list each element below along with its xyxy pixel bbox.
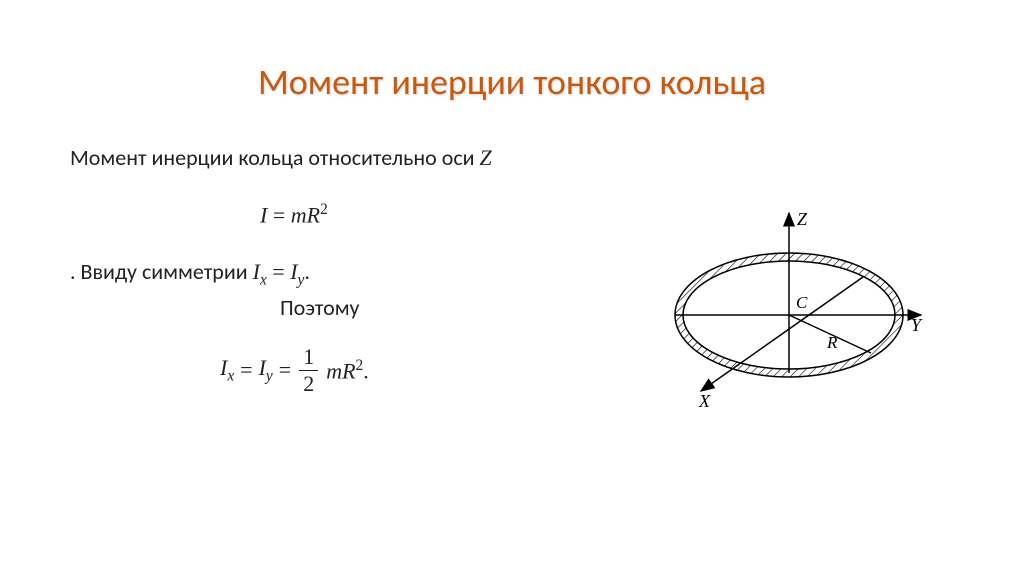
sym-Ix-I: I (253, 259, 260, 284)
f2-Ix-sub: x (227, 367, 234, 384)
label-y: Y (911, 315, 923, 335)
f2-Iy-I: I (259, 355, 266, 380)
sym-Iy: Iy (290, 259, 304, 284)
f2-Iy: Iy (259, 355, 273, 385)
sym-pre: . Ввиду симметрии (70, 258, 253, 285)
f1-mR: mR (291, 202, 320, 227)
f1-eq: = (267, 202, 290, 227)
sym-eq: = (267, 259, 290, 284)
f2-fraction: 1 2 (299, 346, 318, 395)
sym-dot: . (304, 258, 310, 285)
f1-exp: 2 (320, 201, 328, 218)
sym-Ix-sub: x (260, 272, 267, 289)
sym-Ix: Ix (253, 259, 267, 284)
label-r: R (826, 333, 838, 352)
label-z: Z (797, 209, 808, 229)
f2-Iy-sub: y (266, 367, 273, 384)
f2-eq1: = (240, 357, 252, 383)
f2-frac-num: 1 (299, 346, 318, 371)
f2-eq2: = (279, 357, 291, 383)
f2-dot: . (363, 358, 369, 383)
f2-mR: mR2. (326, 357, 369, 384)
f2-mR-text: mR (326, 358, 355, 383)
sym-Iy-I: I (290, 259, 297, 284)
intro-line: Момент инерции кольца относительно оси Z (70, 144, 954, 171)
intro-text: Момент инерции кольца относительно оси (70, 144, 479, 171)
label-c: C (796, 293, 808, 312)
ring-diagram: Z Y X C R (649, 195, 929, 415)
label-x: X (698, 391, 711, 411)
page-title: Момент инерции тонкого кольца (70, 60, 954, 104)
f2-Ix: Ix (220, 355, 234, 385)
axis-z: Z (479, 145, 491, 170)
f2-frac-den: 2 (299, 371, 318, 395)
